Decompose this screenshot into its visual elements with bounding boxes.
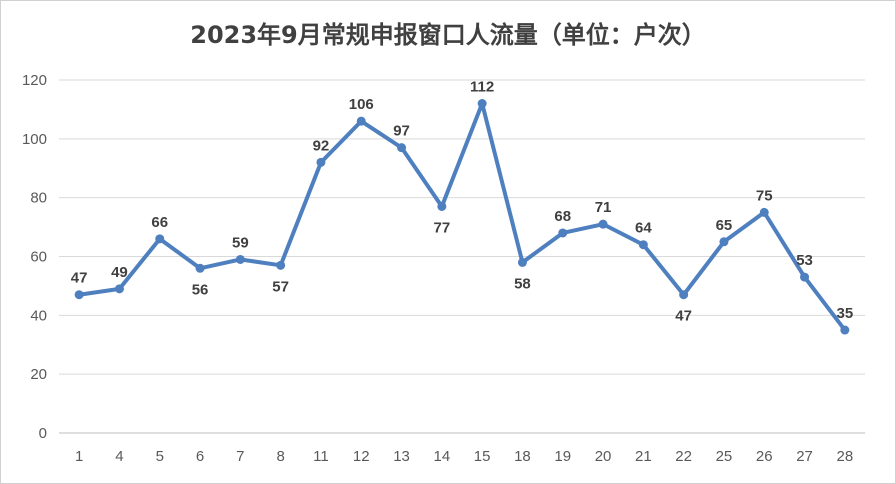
data-point bbox=[759, 207, 769, 217]
x-tick-label: 25 bbox=[716, 448, 733, 465]
x-tick-label: 28 bbox=[837, 448, 854, 465]
data-label: 49 bbox=[111, 264, 128, 281]
data-label: 77 bbox=[434, 219, 451, 236]
data-label: 112 bbox=[470, 79, 494, 96]
x-tick-label: 27 bbox=[796, 448, 813, 465]
x-tick-label: 20 bbox=[595, 448, 612, 465]
data-point bbox=[477, 99, 487, 109]
data-label: 57 bbox=[272, 278, 289, 295]
data-label: 75 bbox=[756, 187, 773, 204]
data-label: 106 bbox=[349, 96, 374, 113]
data-point bbox=[74, 290, 84, 300]
x-tick-label: 13 bbox=[393, 448, 410, 465]
data-label: 58 bbox=[514, 275, 531, 292]
data-point bbox=[679, 290, 689, 300]
x-tick-label: 26 bbox=[756, 448, 773, 465]
data-point bbox=[558, 228, 568, 238]
x-tick-label: 12 bbox=[353, 448, 370, 465]
data-point bbox=[437, 201, 447, 211]
x-tick-label: 6 bbox=[196, 448, 204, 465]
y-tick-label: 40 bbox=[30, 307, 47, 324]
x-tick-label: 18 bbox=[514, 448, 531, 465]
x-tick-label: 1 bbox=[75, 448, 83, 465]
data-point bbox=[235, 254, 245, 264]
x-tick-label: 7 bbox=[236, 448, 244, 465]
x-tick-label: 19 bbox=[554, 448, 571, 465]
data-label: 71 bbox=[595, 199, 612, 216]
chart-title: 2023年9月常规申报窗口人流量（单位：户次） bbox=[190, 21, 706, 49]
x-tick-label: 14 bbox=[434, 448, 451, 465]
data-label: 66 bbox=[151, 214, 168, 231]
data-label: 47 bbox=[71, 270, 88, 287]
data-label: 59 bbox=[232, 234, 249, 251]
data-point bbox=[114, 284, 124, 294]
data-point bbox=[276, 260, 286, 270]
data-point bbox=[638, 240, 648, 250]
y-tick-label: 120 bbox=[22, 72, 47, 89]
x-tick-label: 22 bbox=[675, 448, 692, 465]
y-tick-label: 20 bbox=[30, 366, 47, 383]
y-tick-label: 80 bbox=[30, 190, 47, 207]
data-point bbox=[840, 325, 850, 335]
x-tick-label: 5 bbox=[156, 448, 164, 465]
x-tick-label: 21 bbox=[635, 448, 652, 465]
data-label: 68 bbox=[554, 208, 571, 225]
data-point bbox=[356, 116, 366, 126]
y-tick-label: 0 bbox=[39, 425, 47, 442]
data-label: 97 bbox=[393, 123, 410, 140]
data-point bbox=[517, 257, 527, 267]
x-tick-label: 11 bbox=[313, 448, 329, 465]
data-point bbox=[719, 237, 729, 247]
x-tick-label: 15 bbox=[474, 448, 491, 465]
data-point bbox=[800, 272, 810, 282]
y-tick-label: 60 bbox=[30, 249, 47, 266]
data-label: 92 bbox=[313, 137, 330, 154]
data-label: 65 bbox=[716, 217, 733, 234]
data-point bbox=[316, 157, 326, 167]
data-point bbox=[598, 219, 608, 229]
data-label: 56 bbox=[192, 281, 209, 298]
x-tick-label: 4 bbox=[115, 448, 123, 465]
data-label: 53 bbox=[796, 252, 813, 269]
data-point bbox=[397, 143, 407, 153]
data-label: 47 bbox=[675, 308, 692, 325]
data-label: 64 bbox=[635, 220, 652, 237]
data-point bbox=[195, 263, 205, 273]
series-line bbox=[77, 101, 847, 333]
data-label: 35 bbox=[837, 305, 854, 322]
y-tick-label: 100 bbox=[22, 131, 47, 148]
data-point bbox=[155, 234, 165, 244]
x-tick-label: 8 bbox=[276, 448, 284, 465]
